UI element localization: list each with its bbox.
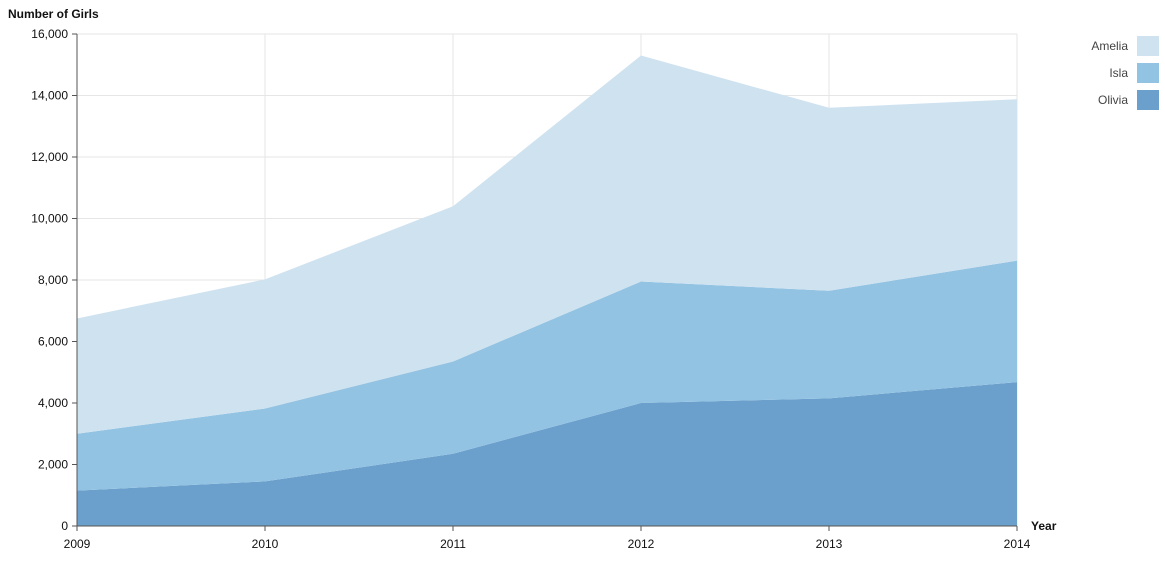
legend-swatch-isla bbox=[1137, 63, 1159, 83]
axes: Number of Girls Year 0 2,000 4,000 6,000 8,0… bbox=[8, 7, 1057, 551]
legend-swatch-olivia bbox=[1137, 90, 1159, 110]
legend-label-amelia: Amelia bbox=[1091, 39, 1128, 53]
y-tick-label: 4,000 bbox=[38, 396, 68, 410]
y-tick-label: 6,000 bbox=[38, 335, 68, 349]
area-layer bbox=[77, 55, 1017, 526]
y-tick-label: 2,000 bbox=[38, 458, 68, 472]
legend-label-olivia: Olivia bbox=[1098, 93, 1128, 107]
y-tick-label: 10,000 bbox=[31, 212, 68, 226]
y-tick-label: 16,000 bbox=[31, 27, 68, 41]
legend-label-isla: Isla bbox=[1109, 66, 1128, 80]
x-axis-title: Year bbox=[1031, 519, 1057, 533]
legend-swatch-amelia bbox=[1137, 36, 1159, 56]
area-series-isla bbox=[77, 260, 1017, 491]
x-tick-label: 2009 bbox=[64, 537, 91, 551]
y-tick-label: 0 bbox=[61, 519, 68, 533]
y-tick-label: 14,000 bbox=[31, 89, 68, 103]
x-tick-label: 2014 bbox=[1004, 537, 1031, 551]
y-axis-title: Number of Girls bbox=[8, 7, 99, 21]
legend: Amelia Isla Olivia bbox=[1091, 36, 1159, 110]
area-series-olivia bbox=[77, 382, 1017, 526]
area-series-amelia bbox=[77, 55, 1017, 434]
x-tick-label: 2011 bbox=[440, 537, 466, 551]
y-tick-label: 12,000 bbox=[31, 150, 68, 164]
x-tick-label: 2010 bbox=[252, 537, 279, 551]
x-tick-label: 2013 bbox=[816, 537, 843, 551]
y-tick-label: 8,000 bbox=[38, 273, 68, 287]
x-tick-label: 2012 bbox=[628, 537, 655, 551]
